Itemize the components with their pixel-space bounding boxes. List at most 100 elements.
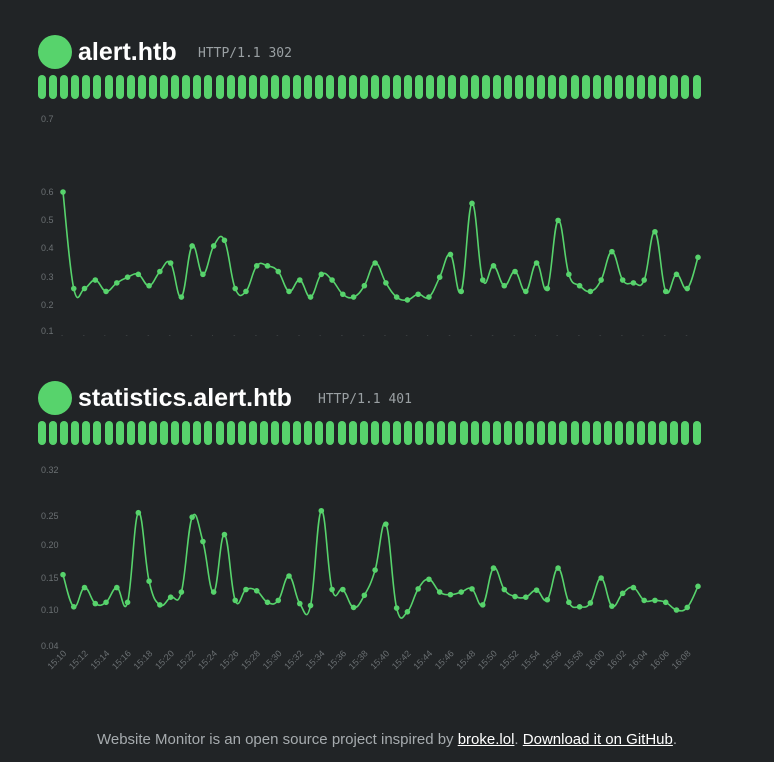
data-point bbox=[415, 586, 421, 592]
data-point bbox=[512, 268, 518, 275]
uptime-bar bbox=[515, 75, 524, 99]
x-tick-label: 15:46 bbox=[433, 333, 456, 336]
uptime-bar bbox=[603, 75, 612, 99]
data-point bbox=[296, 277, 303, 283]
uptime-bar bbox=[637, 421, 646, 445]
uptime-bar bbox=[581, 421, 590, 445]
uptime-bar bbox=[326, 421, 335, 445]
x-tick-label: 15:42 bbox=[390, 648, 413, 671]
data-point bbox=[544, 596, 551, 603]
data-point bbox=[426, 294, 432, 300]
uptime-bar bbox=[559, 75, 568, 99]
uptime-bar bbox=[115, 421, 124, 445]
uptime-bar bbox=[526, 75, 535, 99]
uptime-bar bbox=[481, 421, 490, 445]
uptime-bar bbox=[614, 75, 623, 99]
uptime-bar bbox=[148, 75, 157, 99]
uptime-bar bbox=[459, 75, 468, 99]
x-tick-label: 15:24 bbox=[196, 333, 219, 336]
x-tick-label: 15:10 bbox=[45, 648, 68, 671]
data-point bbox=[253, 588, 260, 594]
data-point bbox=[253, 263, 260, 269]
monitor-status: HTTP/1.1 401 bbox=[318, 392, 412, 407]
uptime-bar bbox=[548, 75, 557, 99]
data-point bbox=[479, 277, 486, 283]
data-point bbox=[512, 593, 518, 600]
uptime-bar bbox=[82, 75, 91, 99]
data-point bbox=[264, 599, 271, 606]
x-tick-label: 15:26 bbox=[218, 333, 241, 336]
data-point bbox=[221, 237, 228, 244]
x-tick-label: 15:58 bbox=[562, 333, 585, 336]
data-point bbox=[609, 603, 615, 609]
monitor-title: alert.htb bbox=[78, 38, 177, 66]
x-tick-label: 15:56 bbox=[540, 648, 563, 671]
data-point bbox=[167, 594, 174, 600]
monitor-statistics-alert-htb: statistics.alert.htb HTTP/1.1 401 0.32 0.… bbox=[38, 381, 701, 671]
x-tick-label: 15:12 bbox=[67, 333, 90, 336]
uptime-bar bbox=[648, 421, 657, 445]
monitor-header: alert.htb HTTP/1.1 302 bbox=[38, 35, 701, 71]
data-point bbox=[135, 271, 142, 278]
y-tick-label: 0.7 bbox=[41, 114, 54, 124]
data-point bbox=[296, 600, 303, 607]
data-point bbox=[436, 274, 443, 280]
data-point bbox=[479, 602, 486, 608]
x-tick-label: 15:32 bbox=[282, 648, 305, 671]
uptime-bar bbox=[171, 421, 180, 445]
uptime-bar bbox=[648, 75, 657, 99]
data-point bbox=[619, 590, 626, 597]
uptime-bar bbox=[93, 75, 102, 99]
data-point bbox=[641, 277, 647, 283]
data-point bbox=[469, 200, 475, 207]
data-point bbox=[307, 602, 314, 609]
y-tick-label: 0.32 bbox=[41, 465, 59, 475]
uptime-bar bbox=[226, 421, 235, 445]
uptime-bar bbox=[526, 421, 535, 445]
data-point bbox=[609, 248, 615, 255]
uptime-bar bbox=[226, 75, 235, 99]
uptime-bar bbox=[282, 421, 291, 445]
github-download-link[interactable]: Download it on GitHub bbox=[522, 731, 673, 748]
x-tick-label: 15:54 bbox=[519, 648, 542, 671]
monitor-status: HTTP/1.1 302 bbox=[198, 46, 292, 61]
x-tick-label: 15:22 bbox=[175, 648, 198, 671]
uptime-bar bbox=[182, 75, 191, 99]
uptime-bar bbox=[270, 421, 279, 445]
uptime-bar bbox=[659, 421, 668, 445]
data-point bbox=[436, 589, 443, 595]
x-tick-label: 15:12 bbox=[67, 648, 90, 671]
data-point bbox=[576, 604, 583, 610]
y-tick-label: 0.10 bbox=[41, 605, 59, 615]
uptime-bar bbox=[492, 75, 501, 99]
x-tick-label: 15:58 bbox=[562, 648, 585, 671]
uptime-bar bbox=[248, 421, 257, 445]
data-point bbox=[114, 280, 120, 286]
uptime-bar bbox=[393, 421, 401, 445]
data-point bbox=[286, 573, 292, 579]
uptime-bar bbox=[370, 421, 379, 445]
uptime-bar bbox=[492, 421, 501, 445]
uptime-bar bbox=[237, 421, 246, 445]
x-tick-label: 15:50 bbox=[476, 648, 499, 671]
uptime-bar bbox=[270, 75, 279, 99]
broke-lol-link[interactable]: broke.lol bbox=[457, 731, 515, 748]
data-point bbox=[232, 285, 239, 292]
monitor-title: statistics.alert.htb bbox=[78, 384, 292, 412]
data-point bbox=[178, 589, 185, 595]
data-point bbox=[652, 228, 658, 235]
x-tick-label: 15:28 bbox=[239, 648, 262, 671]
uptime-bar bbox=[259, 421, 268, 445]
data-point bbox=[544, 285, 551, 292]
uptime-bar bbox=[182, 421, 191, 445]
response-time-chart: 0.320.250.200.150.100.0415:1015:1215:141… bbox=[41, 465, 701, 671]
uptime-bar bbox=[603, 421, 612, 445]
data-point bbox=[404, 609, 411, 615]
status-dot-icon bbox=[38, 35, 72, 69]
data-point bbox=[146, 578, 152, 584]
uptime-bar bbox=[93, 421, 102, 445]
y-tick-label: 0.25 bbox=[41, 511, 59, 521]
x-tick-label: 15:52 bbox=[497, 648, 520, 671]
data-point bbox=[662, 599, 669, 606]
data-point bbox=[189, 243, 195, 249]
